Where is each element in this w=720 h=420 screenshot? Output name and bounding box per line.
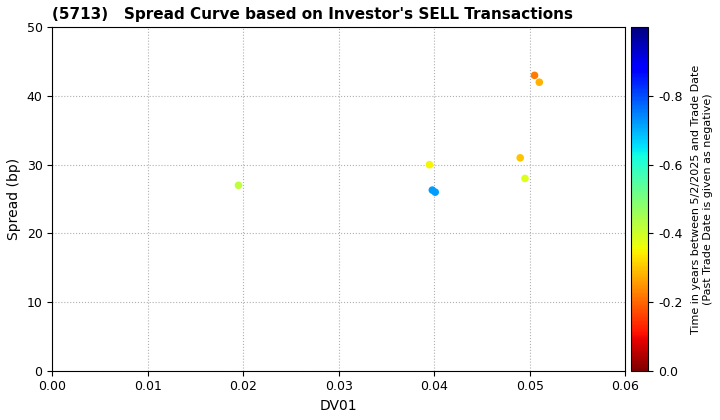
Point <box>423 161 435 168</box>
Y-axis label: Spread (bp): Spread (bp) <box>7 158 21 240</box>
Point <box>519 175 531 182</box>
X-axis label: DV01: DV01 <box>320 399 358 413</box>
Point <box>534 79 545 86</box>
Point <box>528 72 540 79</box>
Point <box>429 189 441 196</box>
Text: (5713)   Spread Curve based on Investor's SELL Transactions: (5713) Spread Curve based on Investor's … <box>53 7 573 22</box>
Y-axis label: Time in years between 5/2/2025 and Trade Date
(Past Trade Date is given as negat: Time in years between 5/2/2025 and Trade… <box>691 64 713 333</box>
Point <box>233 182 244 189</box>
Point <box>426 187 438 194</box>
Point <box>515 155 526 161</box>
